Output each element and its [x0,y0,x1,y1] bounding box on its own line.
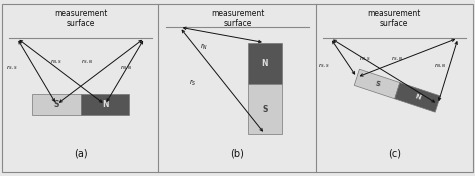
Text: $r_{N,S}$: $r_{N,S}$ [50,58,62,66]
Text: S: S [54,100,59,109]
Bar [32,94,81,115]
Text: $r_N$: $r_N$ [200,42,208,52]
Text: S: S [262,105,267,114]
Text: N: N [262,59,268,68]
Text: N: N [414,94,421,101]
Text: $r_{N,N}$: $r_{N,N}$ [434,62,446,70]
Text: measurement
surface: measurement surface [54,9,107,28]
Text: N: N [102,100,108,109]
Bar [354,69,400,99]
Bar [395,83,440,112]
Text: S: S [374,80,380,88]
Text: $r_{S,N}$: $r_{S,N}$ [81,58,93,66]
Text: (b): (b) [230,149,245,159]
Text: (a): (a) [74,149,87,159]
Text: measurement
surface: measurement surface [368,9,421,28]
Bar [81,94,129,115]
Text: measurement
surface: measurement surface [211,9,264,28]
Text: $r_{N,S}$: $r_{N,S}$ [359,54,371,63]
Text: $r_{S,N}$: $r_{S,N}$ [391,54,403,63]
Text: (c): (c) [388,149,401,159]
Bar [248,43,282,84]
Text: $r_{S,S}$: $r_{S,S}$ [6,64,18,72]
Text: $r_{N,N}$: $r_{N,N}$ [120,64,133,72]
Text: $r_{S,S}$: $r_{S,S}$ [318,62,330,70]
Text: $r_S$: $r_S$ [189,77,196,88]
Bar [248,84,282,134]
